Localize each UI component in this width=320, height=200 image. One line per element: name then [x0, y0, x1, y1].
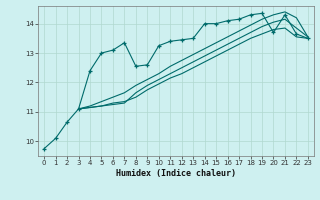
X-axis label: Humidex (Indice chaleur): Humidex (Indice chaleur): [116, 169, 236, 178]
